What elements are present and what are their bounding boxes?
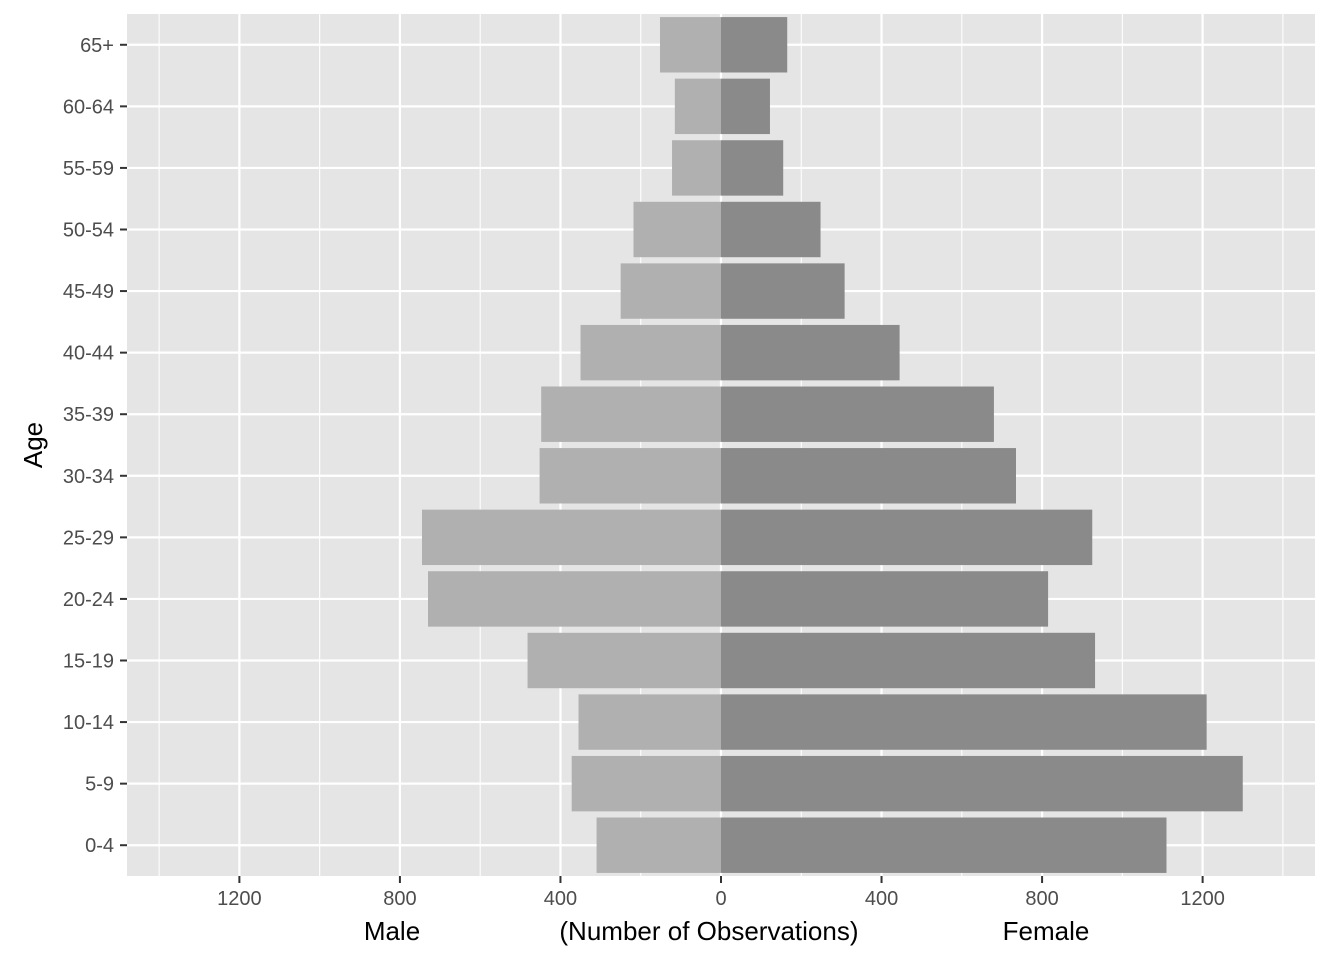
bar-male-65+ [659, 17, 721, 73]
bar-male-45-49 [620, 263, 721, 319]
y-tick-label: 50-54 [63, 220, 114, 242]
x-axis-title-center: (Number of Observations) [559, 916, 858, 946]
x-tick-label: 800 [1025, 888, 1058, 910]
bar-female-10-14 [721, 694, 1207, 750]
y-tick-label: 5-9 [85, 774, 114, 796]
y-tick-label: 25-29 [63, 527, 114, 549]
x-axis-title-male: Male [364, 916, 420, 946]
bar-male-30-34 [539, 448, 721, 504]
bar-female-20-24 [721, 571, 1049, 627]
bar-female-0-4 [721, 817, 1167, 873]
y-tick-label: 15-19 [63, 651, 114, 673]
bar-male-35-39 [541, 386, 721, 442]
y-tick-label: 45-49 [63, 281, 114, 303]
bar-female-65+ [721, 17, 788, 73]
y-tick-label: 40-44 [63, 343, 114, 365]
bar-male-60-64 [674, 78, 721, 135]
bar-male-0-4 [596, 817, 721, 873]
y-axis: 0-4 5-9 10-14 15-19 20-24 25-29 30-34 35-39 40-4… [63, 35, 127, 857]
y-tick-label: 65+ [80, 35, 114, 57]
bar-male-40-44 [580, 324, 721, 381]
x-tick-label: 400 [544, 888, 577, 910]
bar-male-5-9 [571, 755, 721, 812]
x-tick-label: 1200 [217, 888, 262, 910]
bar-male-55-59 [672, 140, 721, 196]
bar-male-25-29 [421, 509, 721, 566]
x-tick-label: 0 [715, 888, 726, 910]
x-tick-label: 800 [383, 888, 416, 910]
bar-female-40-44 [721, 324, 900, 381]
bar-female-5-9 [721, 755, 1243, 812]
bar-female-50-54 [721, 201, 821, 258]
y-tick-label: 55-59 [63, 158, 114, 180]
bar-male-50-54 [633, 201, 721, 258]
y-tick-label: 60-64 [63, 96, 114, 118]
y-tick-label: 35-39 [63, 404, 114, 426]
y-tick-label: 30-34 [63, 466, 114, 488]
x-tick-label: 400 [865, 888, 898, 910]
bar-female-60-64 [721, 78, 770, 135]
x-axis: 1200 800 400 0 400 800 1200 [217, 876, 1225, 910]
bar-male-20-24 [428, 571, 721, 627]
bar-female-25-29 [721, 509, 1093, 566]
bars [421, 17, 1243, 873]
bar-female-30-34 [721, 448, 1016, 504]
bar-male-15-19 [527, 632, 721, 689]
x-tick-label: 1200 [1180, 888, 1225, 910]
bar-female-15-19 [721, 632, 1096, 689]
bar-female-55-59 [721, 140, 784, 196]
bar-female-45-49 [721, 263, 845, 319]
y-tick-label: 10-14 [63, 712, 114, 734]
bar-male-10-14 [578, 694, 721, 750]
bar-female-35-39 [721, 386, 994, 442]
y-tick-label: 20-24 [63, 589, 114, 611]
x-axis-title-female: Female [1003, 916, 1090, 946]
y-tick-label: 0-4 [85, 835, 114, 857]
y-axis-title: Age [18, 422, 48, 468]
